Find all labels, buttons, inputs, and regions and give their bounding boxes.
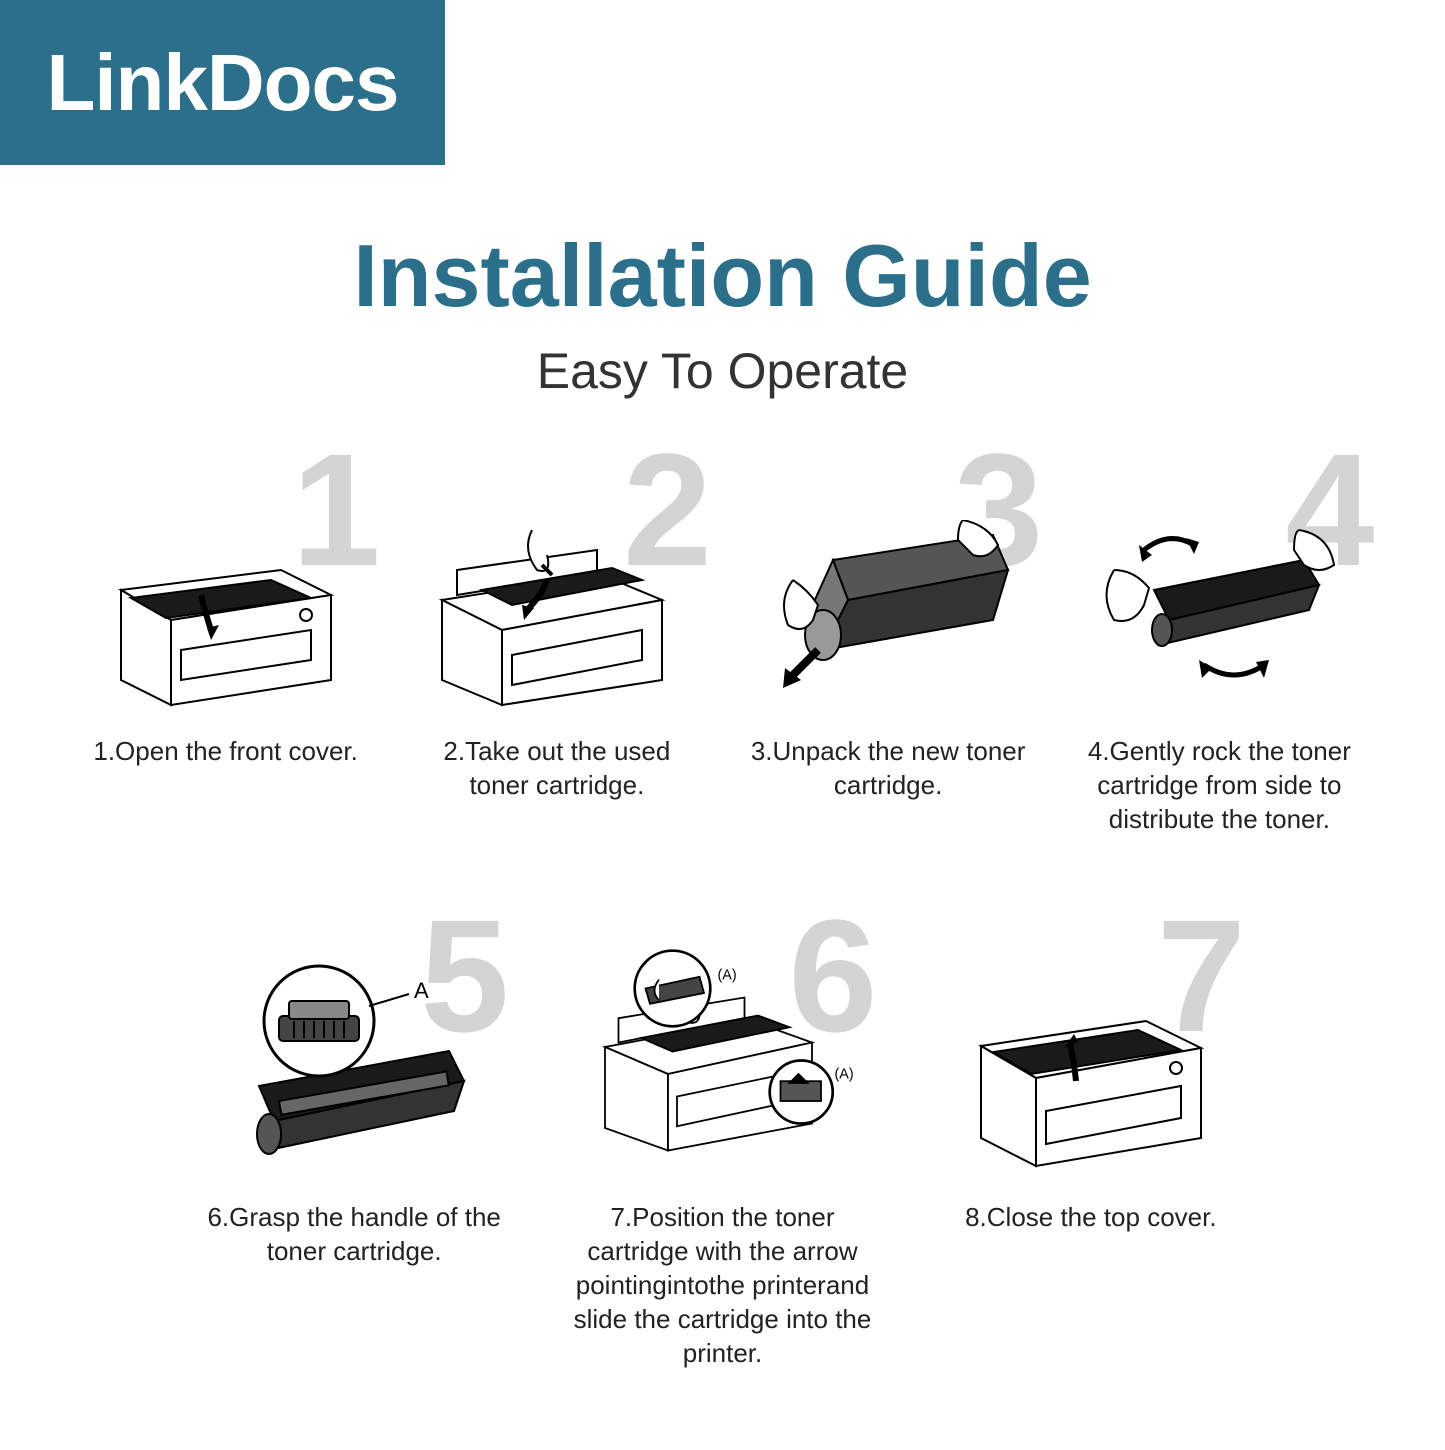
svg-text:A: A <box>414 978 429 1003</box>
step-2: 2 2.Take out the used toner cartridge. <box>411 450 702 836</box>
step-1-caption: 1.Open the front cover. <box>93 735 358 769</box>
steps-grid: 1 1.Open the front cover. 2 <box>0 450 1445 1370</box>
step-6: 6 (A) <box>568 916 876 1370</box>
step-3-caption: 3.Unpack the new toner cartridge. <box>743 735 1034 803</box>
step-5-caption: 6.Grasp the handle of the toner cartridg… <box>200 1201 508 1269</box>
printer-close-cover-icon <box>966 986 1216 1176</box>
step-5: 5 <box>200 916 508 1370</box>
step-5-illustration: 5 <box>219 916 489 1176</box>
step-4-caption: 4.Gently rock the toner cartridge from s… <box>1074 735 1365 836</box>
step-4-illustration: 4 <box>1084 450 1354 710</box>
brand-logo-box: LinkDocs <box>0 0 445 165</box>
rock-cartridge-icon <box>1094 510 1344 710</box>
brand-logo-text: LinkDocs <box>46 37 398 129</box>
step-7: 7 8.Close the top cover. <box>937 916 1245 1370</box>
step-6-caption: 7.Position the toner cartridge with the … <box>568 1201 876 1370</box>
step-6-illustration: 6 (A) <box>587 916 857 1176</box>
step-3-illustration: 3 <box>753 450 1023 710</box>
step-4: 4 4.Gently rock the toner cartridge from… <box>1074 450 1365 836</box>
unpack-cartridge-icon <box>763 520 1013 710</box>
insert-cartridge-icon: (A) (A) <box>587 936 857 1176</box>
printer-open-cover-icon <box>111 540 341 710</box>
page-title: Installation Guide <box>0 225 1445 327</box>
svg-text:(A): (A) <box>718 968 737 984</box>
steps-row-2: 5 <box>80 916 1365 1370</box>
page-subtitle: Easy To Operate <box>0 342 1445 400</box>
svg-text:(A): (A) <box>835 1067 854 1083</box>
printer-remove-cartridge-icon <box>432 520 682 710</box>
step-2-caption: 2.Take out the used toner cartridge. <box>411 735 702 803</box>
step-1-illustration: 1 <box>91 450 361 710</box>
step-2-illustration: 2 <box>422 450 692 710</box>
step-7-illustration: 7 <box>956 916 1226 1176</box>
header: Installation Guide Easy To Operate <box>0 225 1445 400</box>
step-1: 1 1.Open the front cover. <box>80 450 371 836</box>
step-7-caption: 8.Close the top cover. <box>965 1201 1216 1235</box>
grasp-handle-icon: A <box>219 946 489 1176</box>
step-3: 3 3.Unpack the new toner cartridge. <box>743 450 1034 836</box>
